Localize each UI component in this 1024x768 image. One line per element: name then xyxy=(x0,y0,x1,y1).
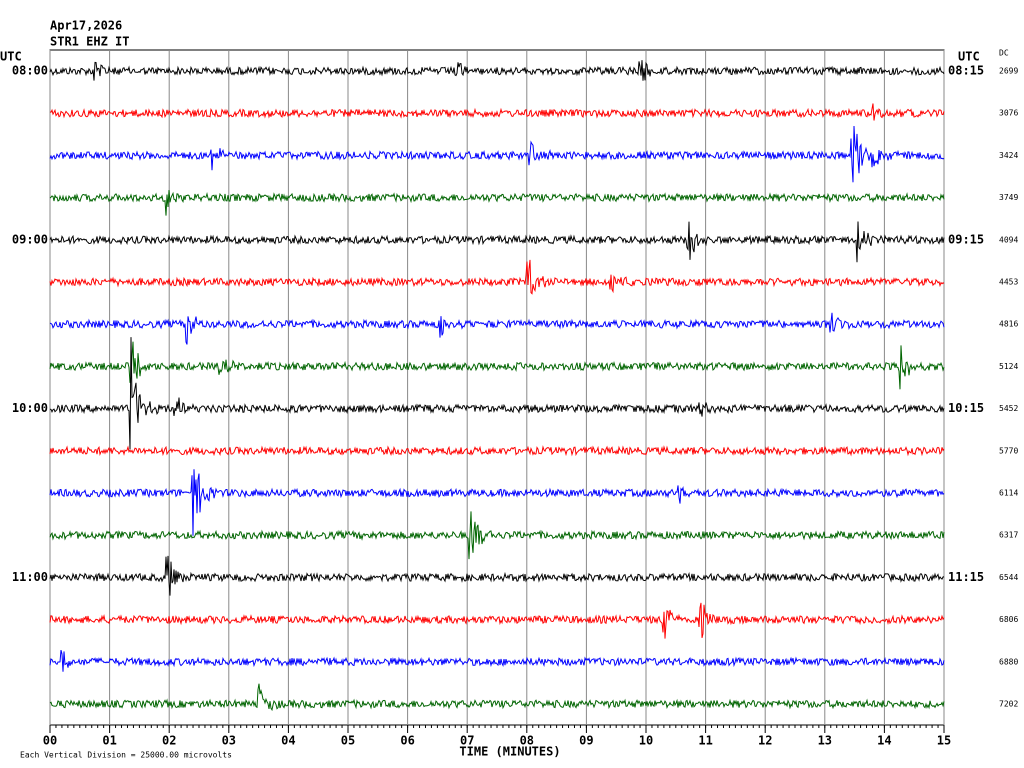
trace xyxy=(49,189,945,216)
x-axis-title: TIME (MINUTES) xyxy=(459,745,560,759)
trace xyxy=(49,602,945,639)
x-tick-label: 15 xyxy=(937,734,951,748)
dc-value: 5452 xyxy=(999,404,1018,413)
trace xyxy=(49,103,945,121)
scale-note: Each Vertical Division = 25000.00 microv… xyxy=(20,751,232,760)
trace xyxy=(49,511,945,560)
dc-value: 6317 xyxy=(999,531,1018,540)
dc-value: 3076 xyxy=(999,109,1018,118)
row-start-time: 11:00 xyxy=(12,570,48,584)
x-tick-label: 06 xyxy=(400,734,414,748)
row-start-time: 10:00 xyxy=(12,401,48,415)
trace xyxy=(49,337,945,450)
trace xyxy=(49,445,945,457)
x-tick-label: 05 xyxy=(341,734,355,748)
x-tick-label: 12 xyxy=(758,734,772,748)
row-start-time: 08:00 xyxy=(12,64,48,78)
x-tick-label: 02 xyxy=(162,734,176,748)
row-start-time: 09:00 xyxy=(12,232,48,246)
trace xyxy=(49,341,945,390)
x-tick-label: 00 xyxy=(43,734,57,748)
dc-value: 6544 xyxy=(999,573,1018,582)
row-end-time: 08:15 xyxy=(948,64,984,78)
x-tick-label: 10 xyxy=(639,734,653,748)
trace xyxy=(49,221,945,263)
trace xyxy=(49,683,945,712)
dc-value: 4816 xyxy=(999,320,1018,329)
trace xyxy=(49,125,945,183)
x-tick-label: 04 xyxy=(281,734,295,748)
x-tick-label: 07 xyxy=(460,734,474,748)
dc-value: 5124 xyxy=(999,362,1018,371)
x-tick-label: 11 xyxy=(698,734,712,748)
dc-value: 6806 xyxy=(999,615,1018,624)
x-tick-label: 14 xyxy=(877,734,891,748)
trace xyxy=(49,649,945,672)
dc-value: 5770 xyxy=(999,446,1018,455)
plot-frame xyxy=(49,49,945,726)
dc-value: 7202 xyxy=(999,700,1018,709)
x-tick-label: 13 xyxy=(818,734,832,748)
dc-value: 3749 xyxy=(999,193,1018,202)
trace xyxy=(49,469,945,536)
row-end-time: 09:15 xyxy=(948,232,984,246)
date: Apr17,2026 xyxy=(50,19,122,33)
trace xyxy=(49,259,945,295)
row-end-time: 10:15 xyxy=(948,401,984,415)
row-end-time: 11:15 xyxy=(948,570,984,584)
x-tick-label: 03 xyxy=(222,734,236,748)
dc-value: 4094 xyxy=(999,235,1018,244)
x-tick-label: 01 xyxy=(102,734,116,748)
station: STR1 EHZ IT xyxy=(50,35,129,49)
dc-value: 6880 xyxy=(999,657,1018,666)
dc-value: 3424 xyxy=(999,151,1018,160)
right-axis-title: UTC xyxy=(958,50,980,64)
left-axis-title: UTC xyxy=(0,50,22,64)
trace xyxy=(49,312,945,345)
x-tick-label: 09 xyxy=(579,734,593,748)
dc-value: 6114 xyxy=(999,489,1018,498)
x-tick-label: 08 xyxy=(520,734,534,748)
dc-title: DC xyxy=(999,49,1009,58)
dc-value: 2699 xyxy=(999,67,1018,76)
dc-value: 4453 xyxy=(999,278,1018,287)
trace xyxy=(49,60,945,81)
trace xyxy=(49,555,945,596)
